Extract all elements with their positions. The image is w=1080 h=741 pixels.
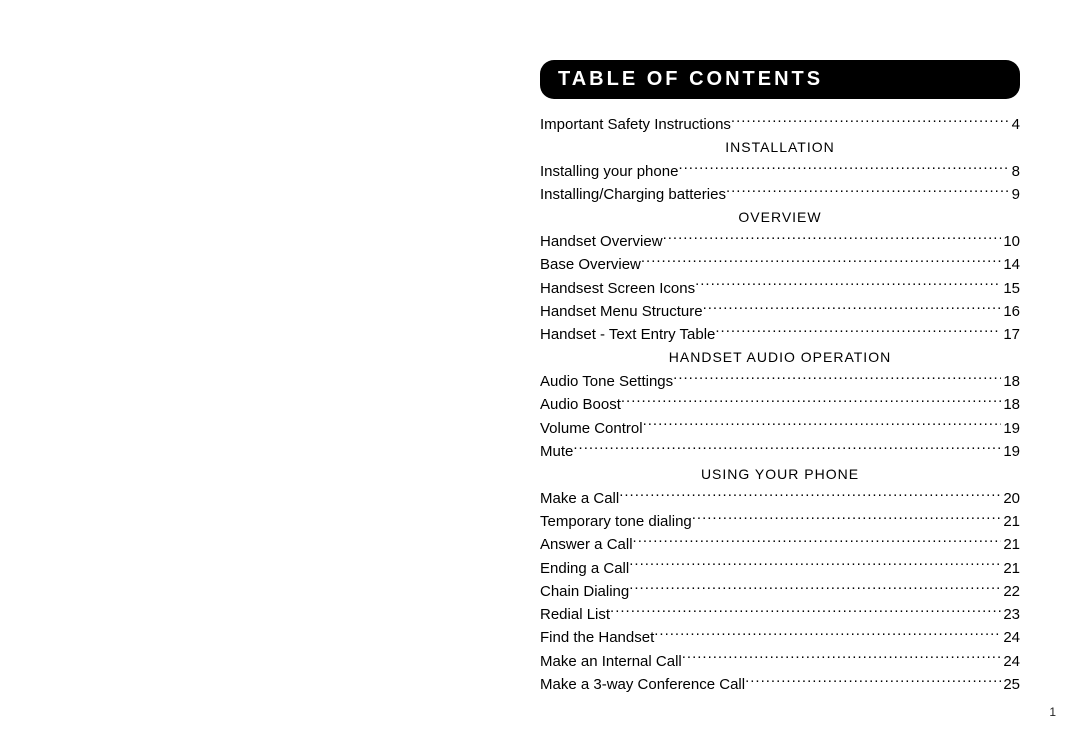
toc-entry: Audio Tone Settings 18	[540, 370, 1020, 393]
toc-entry-page: 19	[1001, 440, 1020, 463]
toc-entry: Important Safety Instructions 4	[540, 113, 1020, 136]
toc-entry: Temporary tone dialing 21	[540, 510, 1020, 533]
toc-entry-title: Handset Overview	[540, 230, 663, 253]
toc-entry-page: 21	[1001, 557, 1020, 580]
toc-leader-dots	[619, 488, 1001, 503]
toc-entry-page: 22	[1001, 580, 1020, 603]
toc-entry: Answer a Call 21	[540, 533, 1020, 556]
toc-entry-page: 23	[1001, 603, 1020, 626]
toc-entry: Handset Overview 10	[540, 230, 1020, 253]
toc-leader-dots	[682, 651, 1002, 666]
toc-entry: Mute 19	[540, 440, 1020, 463]
toc-entry-title: Make a Call	[540, 487, 619, 510]
toc-entry-page: 25	[1001, 673, 1020, 696]
toc-entry-page: 24	[1001, 650, 1020, 673]
toc-leader-dots	[673, 371, 1001, 386]
toc-entry: Make a Call 20	[540, 487, 1020, 510]
toc-entry: Installing/Charging batteries 9	[540, 183, 1020, 206]
toc-entry-page: 21	[1001, 533, 1020, 556]
toc-section-heading: INSTALLATION	[540, 137, 1020, 159]
toc-entry-title: Volume Control	[540, 417, 643, 440]
toc-entry-title: Installing/Charging batteries	[540, 183, 726, 206]
toc-entry-title: Installing your phone	[540, 160, 678, 183]
toc-leader-dots	[610, 604, 1001, 619]
toc-leader-dots	[715, 324, 1001, 339]
toc-entry: Audio Boost 18	[540, 393, 1020, 416]
toc-entry-page: 18	[1001, 370, 1020, 393]
toc-entry-title: Base Overview	[540, 253, 641, 276]
toc-entry-page: 4	[1010, 113, 1020, 136]
toc-leader-dots	[621, 394, 1001, 409]
toc-leader-dots	[726, 184, 1010, 199]
toc-entry: Handset - Text Entry Table 17	[540, 323, 1020, 346]
toc-section-heading: OVERVIEW	[540, 207, 1020, 229]
toc-entry-page: 10	[1001, 230, 1020, 253]
toc-entry: Ending a Call 21	[540, 557, 1020, 580]
toc-entry-page: 14	[1001, 253, 1020, 276]
toc-leader-dots	[678, 161, 1009, 176]
toc-entry-title: Redial List	[540, 603, 610, 626]
toc-entry-title: Handsest Screen Icons	[540, 277, 695, 300]
toc-leader-dots	[663, 231, 1002, 246]
toc-entry-title: Make an Internal Call	[540, 650, 682, 673]
toc-entry-title: Handset Menu Structure	[540, 300, 703, 323]
toc-entry: Find the Handset 24	[540, 626, 1020, 649]
toc-entry: Make an Internal Call 24	[540, 650, 1020, 673]
toc-entry-page: 8	[1010, 160, 1020, 183]
toc-entry-page: 21	[1001, 510, 1020, 533]
toc-leader-dots	[703, 301, 1002, 316]
toc-entry-page: 16	[1001, 300, 1020, 323]
toc-entry-page: 19	[1001, 417, 1020, 440]
toc-leader-dots	[643, 418, 1002, 433]
toc-leader-dots	[692, 511, 1002, 526]
toc-entry-title: Find the Handset	[540, 626, 654, 649]
toc-entry-title: Chain Dialing	[540, 580, 629, 603]
toc-leader-dots	[654, 627, 1001, 642]
toc-entry-page: 24	[1001, 626, 1020, 649]
toc-entry-title: Audio Boost	[540, 393, 621, 416]
toc-entry: Chain Dialing 22	[540, 580, 1020, 603]
page: TABLE OF CONTENTS Important Safety Instr…	[0, 0, 1080, 741]
toc-entry-title: Answer a Call	[540, 533, 633, 556]
toc-entry-title: Important Safety Instructions	[540, 113, 731, 136]
toc-entry-title: Mute	[540, 440, 573, 463]
toc-entry: Make a 3-way Conference Call 25	[540, 673, 1020, 696]
toc-entry: Installing your phone 8	[540, 160, 1020, 183]
page-number: 1	[1049, 705, 1056, 719]
toc-leader-dots	[745, 674, 1001, 689]
toc-entry: Handset Menu Structure 16	[540, 300, 1020, 323]
toc-entry: Handsest Screen Icons 15	[540, 277, 1020, 300]
toc-entry-page: 18	[1001, 393, 1020, 416]
toc-leader-dots	[633, 534, 1002, 549]
toc-leader-dots	[695, 278, 1001, 293]
table-of-contents: Important Safety Instructions 4INSTALLATI…	[540, 113, 1020, 696]
toc-entry-title: Audio Tone Settings	[540, 370, 673, 393]
toc-entry-page: 17	[1001, 323, 1020, 346]
toc-entry-title: Make a 3-way Conference Call	[540, 673, 745, 696]
toc-entry: Base Overview 14	[540, 253, 1020, 276]
toc-entry-page: 15	[1001, 277, 1020, 300]
toc-entry-title: Handset - Text Entry Table	[540, 323, 715, 346]
toc-section-heading: USING YOUR PHONE	[540, 464, 1020, 486]
toc-entry-page: 20	[1001, 487, 1020, 510]
toc-entry-title: Temporary tone dialing	[540, 510, 692, 533]
toc-leader-dots	[641, 254, 1001, 269]
toc-leader-dots	[573, 441, 1001, 456]
toc-entry-title: Ending a Call	[540, 557, 629, 580]
toc-entry: Redial List 23	[540, 603, 1020, 626]
table-of-contents-header: TABLE OF CONTENTS	[540, 60, 1020, 99]
toc-leader-dots	[629, 558, 1001, 573]
toc-section-heading: HANDSET AUDIO OPERATION	[540, 347, 1020, 369]
toc-leader-dots	[629, 581, 1001, 596]
toc-leader-dots	[731, 114, 1010, 129]
toc-entry-page: 9	[1010, 183, 1020, 206]
toc-entry: Volume Control 19	[540, 417, 1020, 440]
